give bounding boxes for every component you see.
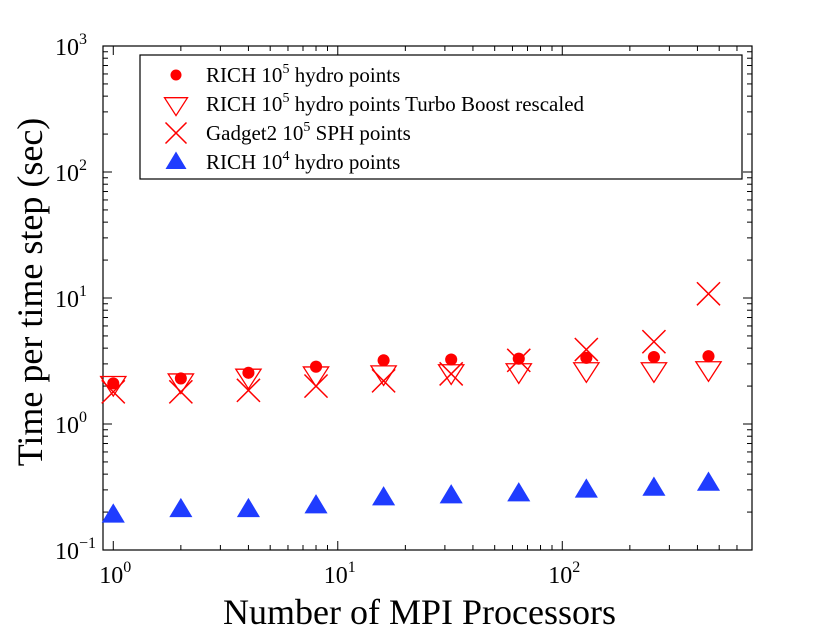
legend-entry: RICH 105 hydro points [206,62,400,87]
data-point [641,329,667,354]
data-point [303,373,329,399]
data-point [302,366,330,388]
data-markers [99,281,723,523]
data-point [234,368,263,390]
data-point [647,350,660,364]
data-point [445,353,458,366]
y-tick-label: 103 [55,31,87,61]
data-point [439,484,463,504]
tick-marks [102,46,753,551]
legend-entry: RICH 105 hydro points Turbo Boost rescal… [206,91,585,116]
legend-marker [170,69,182,81]
x-axis-title: Number of MPI Processors [223,592,616,632]
data-point [640,362,668,384]
y-axis-title: Time per time step (sec) [10,118,50,467]
data-point [101,503,125,523]
legend-marker [163,97,189,117]
data-point [377,354,390,367]
data-point [101,379,126,404]
x-tick-label: 101 [324,559,356,589]
data-point [574,337,599,362]
x-tick-label: 100 [99,559,131,589]
legend-entry: Gadget2 105 SPH points [206,120,411,145]
data-point [372,486,396,506]
data-point [507,482,531,502]
data-point [167,373,195,395]
data-point [574,478,598,498]
legend-entry: RICH 104 hydro points [206,149,400,174]
data-point [512,352,525,365]
data-point [642,476,666,496]
data-point [506,348,531,373]
data-point [694,361,723,383]
data-point [107,377,120,390]
data-point [304,494,328,514]
data-point [696,281,721,306]
data-point [580,351,593,364]
data-point [236,497,260,518]
x-tick-label: 102 [548,559,580,589]
y-tick-label: 100 [55,409,87,439]
legend-box [139,54,743,180]
legend-marker [165,151,187,169]
data-point [169,497,193,518]
data-point [504,363,533,385]
legend: RICH 105 hydro points RICH 105 hydro poin… [139,54,743,180]
data-point [236,378,261,403]
data-point [702,350,715,363]
data-point [437,364,466,386]
y-tick-label: 102 [55,157,87,187]
data-point [371,368,396,393]
data-point [572,362,601,384]
data-point [439,361,464,386]
y-tick-label: 101 [55,283,87,313]
data-point [696,471,721,491]
y-tick-label: 10−1 [55,535,96,565]
data-point [174,372,187,385]
data-point [168,379,193,404]
data-point [369,365,398,387]
legend-marker [164,121,188,145]
